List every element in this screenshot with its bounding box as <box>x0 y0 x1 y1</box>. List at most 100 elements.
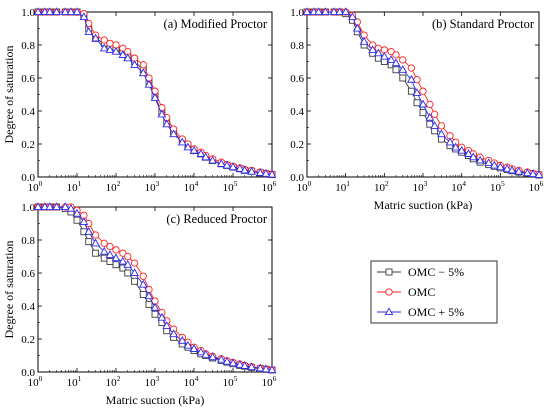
x-tick-label: 104 <box>184 374 199 389</box>
data-point <box>169 329 178 338</box>
y-tick-label: 0.6 <box>290 73 304 85</box>
data-point <box>329 7 339 16</box>
data-point <box>100 36 108 44</box>
data-point <box>85 19 93 28</box>
x-tick-label: 105 <box>223 179 238 194</box>
data-point <box>426 100 434 109</box>
data-point <box>106 242 114 251</box>
data-point <box>407 87 415 95</box>
data-point <box>216 159 226 167</box>
data-point <box>100 254 108 262</box>
data-point <box>379 51 389 60</box>
data-point <box>124 269 132 277</box>
data-point <box>489 160 499 169</box>
data-point <box>151 310 159 318</box>
data-point <box>222 160 232 169</box>
data-point <box>386 55 396 63</box>
data-point <box>261 364 271 373</box>
data-point <box>105 250 115 258</box>
data-point <box>348 12 357 20</box>
data-point <box>514 166 524 175</box>
data-point <box>118 256 128 265</box>
y-tick-label: 1.0 <box>290 7 304 19</box>
y-tick-label: 0.2 <box>290 139 304 151</box>
data-point <box>72 7 82 16</box>
x-tick-label: 100 <box>28 179 43 194</box>
panel-label: (b) Standard Proctor <box>432 17 535 31</box>
data-point <box>145 300 153 308</box>
panels: 100 101 102 103 104 105 106 0.0 0.2 0.4 0.6 0.8 1.0 D… <box>2 7 544 407</box>
data-point <box>228 358 238 367</box>
data-point <box>451 142 461 151</box>
y-tick-label: 0.8 <box>21 40 35 52</box>
legend: OMC − 5% OMC OMC + 5% <box>370 260 498 324</box>
data-point <box>92 249 100 257</box>
x-tick-label: 102 <box>106 179 121 194</box>
data-point <box>222 356 232 365</box>
data-point <box>124 252 132 261</box>
series-line <box>38 206 273 371</box>
data-point <box>60 202 70 211</box>
data-point <box>392 66 400 74</box>
data-point <box>392 51 400 59</box>
data-point <box>359 36 369 45</box>
data-point <box>437 122 446 130</box>
y-tick-label: 0.8 <box>290 40 304 52</box>
y-tick-label: 0.4 <box>21 301 35 313</box>
data-point <box>407 64 416 72</box>
data-point <box>373 48 383 57</box>
panel-3: 100 101 102 103 104 105 106 0.0 0.2 0.4 0.6 0.8 1.0 D… <box>2 202 277 407</box>
data-point <box>321 7 330 16</box>
series-1 <box>34 203 276 374</box>
data-point <box>399 56 407 64</box>
data-point <box>464 149 473 157</box>
y-tick-label: 0.6 <box>21 268 35 280</box>
data-point <box>111 253 121 262</box>
data-point <box>79 12 89 20</box>
data-point <box>45 202 55 211</box>
data-point <box>119 264 127 272</box>
series-line <box>38 206 273 371</box>
y-tick-label: 1.0 <box>21 202 35 214</box>
data-point <box>495 162 505 171</box>
legend-entry: OMC + 5% <box>377 305 464 319</box>
data-point <box>79 217 89 225</box>
data-point <box>235 360 245 368</box>
data-point <box>240 165 250 174</box>
x-tick-label: 106 <box>262 374 277 389</box>
data-point <box>267 365 277 374</box>
y-tick-label: 1.0 <box>21 7 35 19</box>
data-point <box>341 7 351 16</box>
data-point <box>201 152 211 161</box>
data-point <box>99 43 109 52</box>
data-point <box>106 258 114 265</box>
data-point <box>139 272 147 280</box>
data-point <box>189 145 199 154</box>
x-tick-label: 101 <box>67 179 82 194</box>
data-point <box>91 33 100 42</box>
data-point <box>84 227 94 235</box>
data-point <box>119 249 127 257</box>
data-point <box>138 68 148 77</box>
legend-label: OMC − 5% <box>408 265 464 279</box>
x-axis-title: Matric suction (kPa) <box>106 393 205 407</box>
series-line <box>38 206 273 371</box>
data-point <box>105 45 115 53</box>
x-tick-label: 105 <box>223 374 238 389</box>
x-tick-label: 104 <box>184 179 199 194</box>
panel-1: 100 101 102 103 104 105 106 0.0 0.2 0.4 0.6 0.8 1.0 D… <box>2 7 277 194</box>
data-point <box>157 312 167 321</box>
data-point <box>112 246 120 254</box>
series-2 <box>34 203 276 374</box>
y-tick-label: 0.0 <box>21 367 35 379</box>
y-tick-label: 0.2 <box>21 139 35 151</box>
x-tick-label: 105 <box>490 179 505 194</box>
y-tick-label: 0.4 <box>21 106 35 118</box>
data-point <box>66 7 76 16</box>
data-point <box>208 155 217 164</box>
panel-2: 100 101 102 103 104 105 106 0.0 0.2 0.4 0.6 0.8 1.0 M… <box>290 7 543 212</box>
x-tick-label: 101 <box>335 179 350 194</box>
plot-frame <box>37 206 273 373</box>
data-point <box>84 27 94 35</box>
